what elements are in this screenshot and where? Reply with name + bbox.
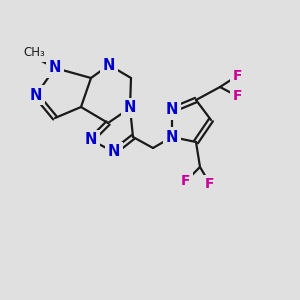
Text: N: N	[124, 100, 136, 116]
Text: F: F	[181, 174, 191, 188]
Text: N: N	[49, 61, 61, 76]
Text: N: N	[108, 145, 120, 160]
Text: CH₃: CH₃	[23, 46, 45, 59]
Text: F: F	[205, 177, 215, 191]
Text: N: N	[166, 130, 178, 145]
Text: N: N	[30, 88, 42, 103]
Text: F: F	[232, 69, 242, 83]
Text: N: N	[103, 58, 115, 73]
Text: F: F	[232, 89, 242, 103]
Text: N: N	[85, 133, 97, 148]
Text: N: N	[166, 103, 178, 118]
